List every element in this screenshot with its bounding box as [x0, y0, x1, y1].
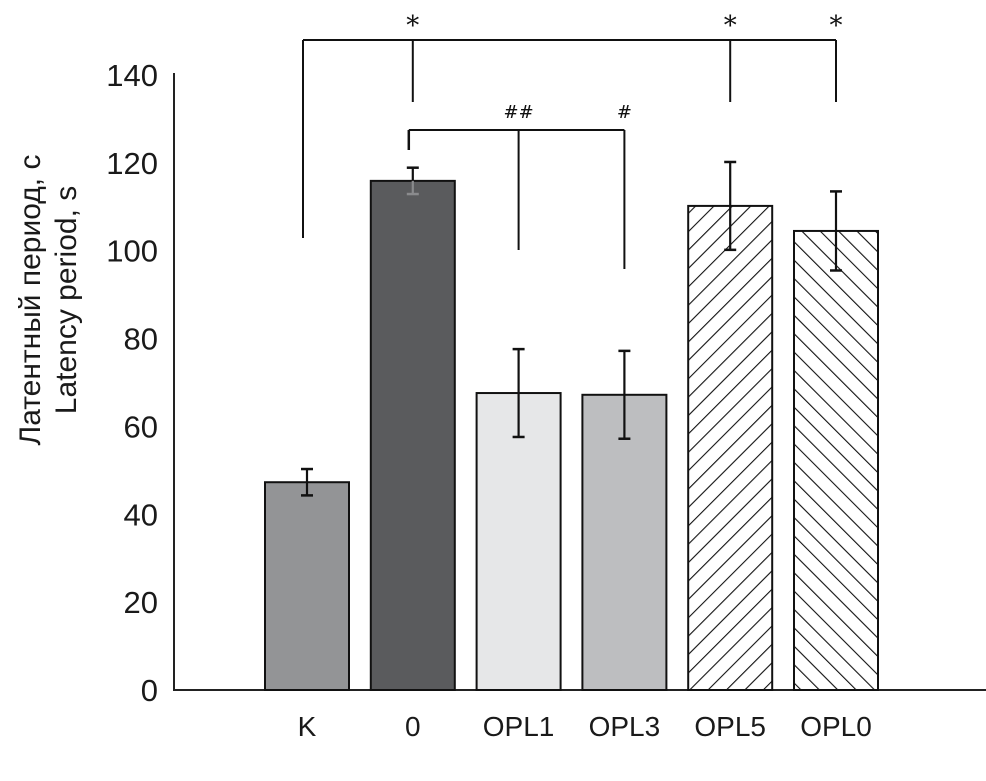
bar-k [264, 481, 350, 692]
error-bar-opl3 [618, 349, 631, 440]
error-bar-opl1 [512, 347, 525, 439]
significance-star-opl0: * [830, 11, 843, 41]
y-tick-label: 40 [124, 497, 158, 532]
bars [264, 179, 879, 692]
x-tick-label-opl5: OPL5 [694, 711, 766, 742]
y-tick-label: 120 [106, 146, 158, 181]
y-tick-label: 80 [124, 322, 158, 357]
significance-hash-opl1: ## [504, 102, 534, 123]
x-tick-labels: K 0 OPL1 OPL3 OPL5 OPL0 [298, 711, 872, 742]
error-bar-0 [406, 166, 419, 196]
error-bar-opl0 [830, 190, 842, 272]
star-bracket: * * * [302, 11, 843, 238]
bar-opl0 [793, 229, 879, 691]
hash-bracket: ## # [407, 102, 632, 269]
significance-star-opl5: * [724, 11, 737, 41]
bar-opl5 [687, 204, 774, 692]
error-bar-k [301, 467, 313, 497]
y-tick-label: 140 [106, 58, 158, 93]
x-tick-label-opl1: OPL1 [483, 711, 555, 742]
x-tick-label-0: 0 [405, 711, 421, 742]
bar-0 [369, 179, 456, 691]
error-bar-opl5 [724, 160, 737, 252]
y-tick-label: 0 [141, 673, 158, 708]
y-tick-label: 60 [124, 409, 158, 444]
y-tick-label: 20 [124, 585, 158, 620]
bar-opl1 [475, 392, 562, 691]
y-axis-title-en: Latency period, s [50, 186, 83, 414]
significance-hash-opl3: # [617, 102, 632, 123]
y-tick-label: 100 [106, 234, 158, 269]
significance-star-0: * [406, 11, 419, 41]
significance-annotations: * * *## # [302, 11, 843, 269]
y-tick-labels: 0 20 40 60 80 100 120 140 [106, 58, 158, 708]
x-tick-label-opl0: OPL0 [800, 711, 872, 742]
error-bars [301, 160, 842, 497]
x-tick-label-opl3: OPL3 [589, 711, 661, 742]
x-tick-label-k: K [298, 711, 317, 742]
y-axis-title-ru: Латентный период, с [14, 155, 47, 446]
